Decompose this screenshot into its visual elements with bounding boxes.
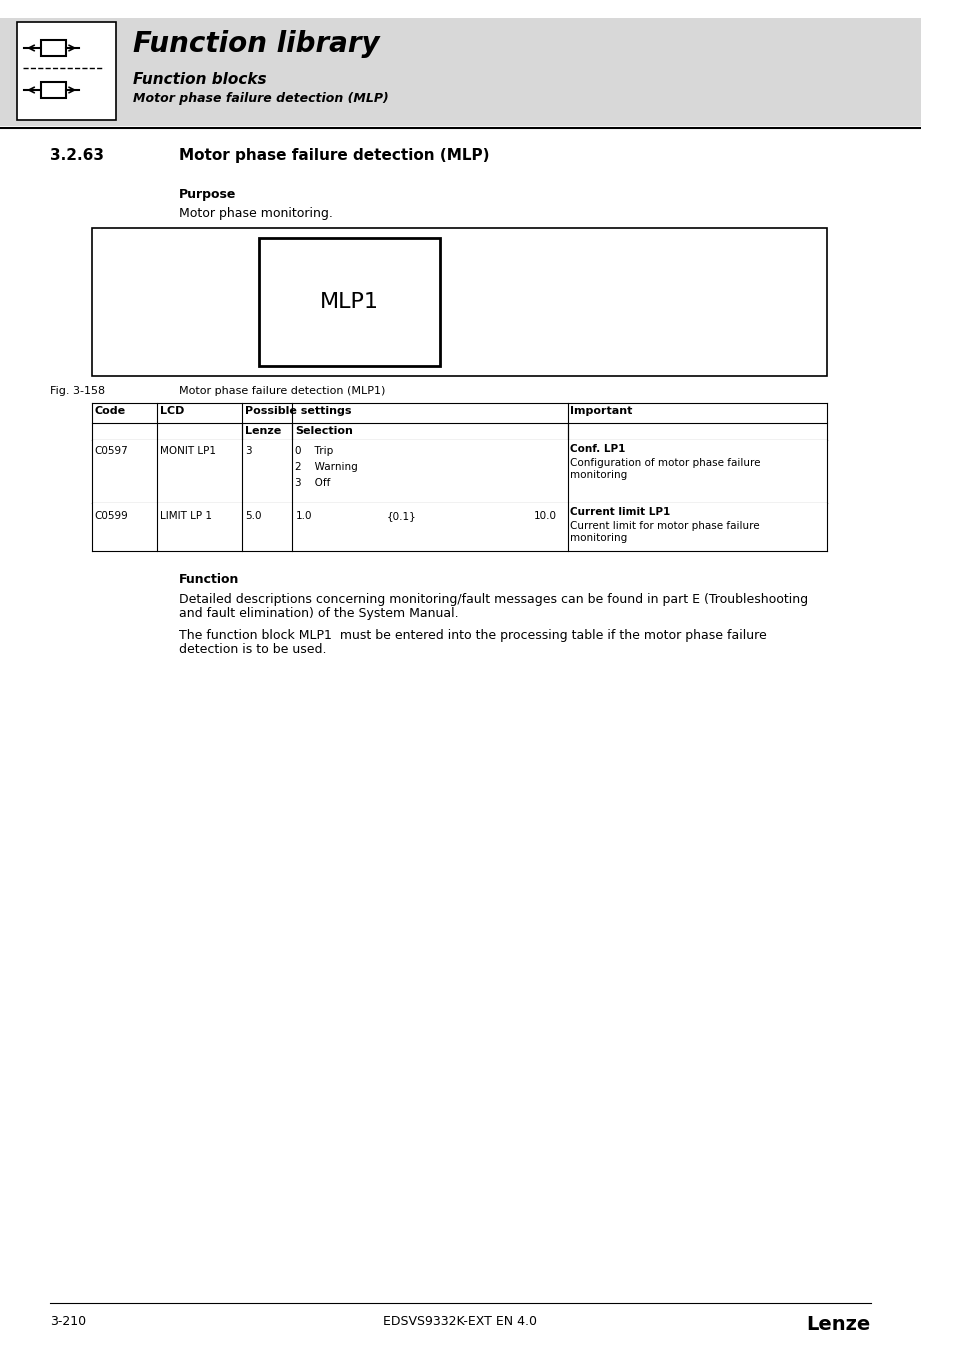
Text: Purpose: Purpose (178, 188, 235, 201)
Text: LIMIT LP 1: LIMIT LP 1 (160, 512, 212, 521)
Text: Function: Function (178, 572, 238, 586)
Text: C0599: C0599 (94, 512, 129, 521)
Text: Configuration of motor phase failure: Configuration of motor phase failure (570, 458, 760, 468)
Text: Lenze: Lenze (805, 1315, 870, 1334)
Text: detection is to be used.: detection is to be used. (178, 643, 326, 656)
Text: C0597: C0597 (94, 446, 129, 456)
Bar (0, 18, 920, 126)
Text: 5.0: 5.0 (245, 512, 261, 521)
Text: 3: 3 (245, 446, 252, 456)
Text: Motor phase failure detection (MLP1): Motor phase failure detection (MLP1) (178, 386, 385, 396)
Bar (91, 504, 826, 551)
Text: Function library: Function library (133, 30, 379, 58)
Text: Fig. 3-158: Fig. 3-158 (51, 386, 105, 396)
Text: LCD: LCD (160, 406, 185, 416)
Text: Lenze: Lenze (245, 427, 281, 436)
Text: {0.1}: {0.1} (387, 512, 416, 521)
Text: Motor phase failure detection (MLP): Motor phase failure detection (MLP) (178, 148, 489, 163)
Bar (40, 40, 66, 55)
Text: 3    Off: 3 Off (295, 478, 331, 487)
Bar (91, 440, 826, 504)
Text: Possible settings: Possible settings (245, 406, 352, 416)
Bar (258, 238, 439, 366)
Text: 3-210: 3-210 (51, 1315, 86, 1328)
Text: EDSVS9332K-EXT EN 4.0: EDSVS9332K-EXT EN 4.0 (383, 1315, 537, 1328)
Text: Important: Important (570, 406, 632, 416)
Bar (91, 228, 826, 377)
Text: monitoring: monitoring (570, 470, 627, 481)
Text: Conf. LP1: Conf. LP1 (570, 444, 625, 454)
Text: Current limit LP1: Current limit LP1 (570, 508, 670, 517)
Bar (40, 82, 66, 99)
Text: 0    Trip: 0 Trip (295, 446, 334, 456)
Text: 1.0: 1.0 (295, 512, 312, 521)
Text: Motor phase monitoring.: Motor phase monitoring. (178, 207, 332, 220)
Text: MLP1: MLP1 (319, 292, 378, 312)
Text: 3.2.63: 3.2.63 (51, 148, 104, 163)
Text: Function blocks: Function blocks (133, 72, 267, 86)
Bar (17, 22, 115, 120)
Text: and fault elimination) of the System Manual.: and fault elimination) of the System Man… (178, 608, 457, 620)
Text: Detailed descriptions concerning monitoring/fault messages can be found in part : Detailed descriptions concerning monitor… (178, 593, 807, 606)
Text: Motor phase failure detection (MLP): Motor phase failure detection (MLP) (133, 92, 389, 105)
Text: 10.0: 10.0 (534, 512, 557, 521)
Text: Code: Code (94, 406, 126, 416)
Text: MONIT LP1: MONIT LP1 (160, 446, 216, 456)
Bar (91, 404, 826, 423)
Text: Selection: Selection (295, 427, 353, 436)
Text: monitoring: monitoring (570, 533, 627, 543)
Text: Current limit for motor phase failure: Current limit for motor phase failure (570, 521, 760, 531)
Text: The function block MLP1  must be entered into the processing table if the motor : The function block MLP1 must be entered … (178, 629, 765, 643)
Text: 2    Warning: 2 Warning (295, 462, 357, 472)
